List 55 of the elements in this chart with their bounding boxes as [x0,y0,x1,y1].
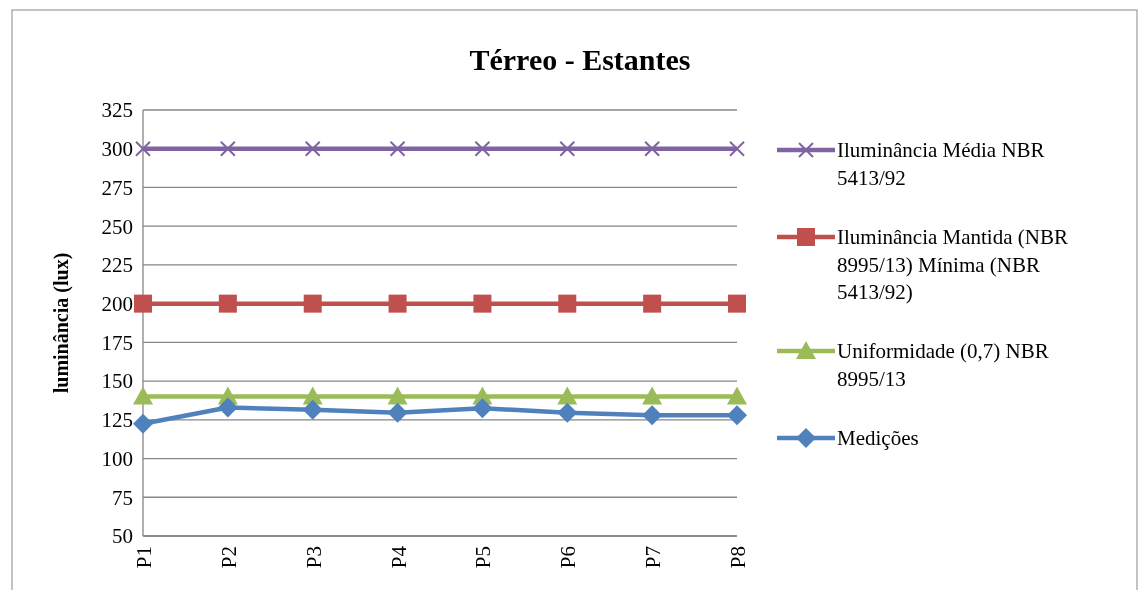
y-tick-label: 200 [101,291,133,316]
point [133,413,153,434]
point [727,386,747,405]
x-tick-label: P4 [386,545,411,569]
point [387,402,408,423]
y-tick-label: 325 [101,98,133,123]
point [389,140,406,157]
point [135,140,151,157]
point [472,398,493,419]
point [303,294,322,313]
point [558,294,577,313]
point [219,140,236,157]
point [559,140,576,157]
point [217,397,238,418]
point [474,140,491,157]
y-tick-label: 175 [101,330,133,355]
y-tick-label: 50 [112,524,133,549]
point [133,386,153,405]
point [304,140,321,157]
x-tick-label: P1 [132,546,156,569]
point [388,294,407,313]
point [728,294,746,313]
point [727,405,747,426]
point [642,405,663,426]
legend-label: Uniformidade (0,7) NBR 8995/13 [837,339,1049,391]
chart-title: Térreo - Estantes [469,43,691,76]
y-tick-label: 300 [101,137,133,162]
x-tick-label: P7 [641,546,666,569]
x-tick-label: P3 [301,546,326,569]
y-tick-label: 150 [101,369,133,394]
point [134,294,152,313]
point [643,294,662,313]
point [557,386,578,405]
y-tick-label: 100 [101,446,133,471]
point [729,140,745,157]
point [218,294,237,313]
y-axis-title: luminância (lux) [50,252,73,394]
x-tick-label: P6 [556,546,581,569]
point [557,402,578,423]
legend-label: Iluminância Média NBR 5413/92 [837,138,1045,190]
y-tick-label: 75 [112,485,133,510]
legend-label: Medições [837,426,919,451]
x-tick-label: P5 [471,546,496,569]
point [644,140,661,157]
y-tick-label: 225 [101,253,133,278]
y-tick-label: 125 [101,408,133,433]
legend-label: Iluminância Mantida (NBR 8995/13) Mínima (NBR 5413/92) [837,225,1068,304]
x-tick-label: P8 [726,546,750,569]
point [387,386,408,405]
point [642,386,663,405]
y-tick-label: 275 [101,175,133,200]
x-tick-label: P2 [216,546,241,569]
point [473,294,492,313]
y-tick-label: 250 [101,214,133,239]
point [302,399,323,420]
